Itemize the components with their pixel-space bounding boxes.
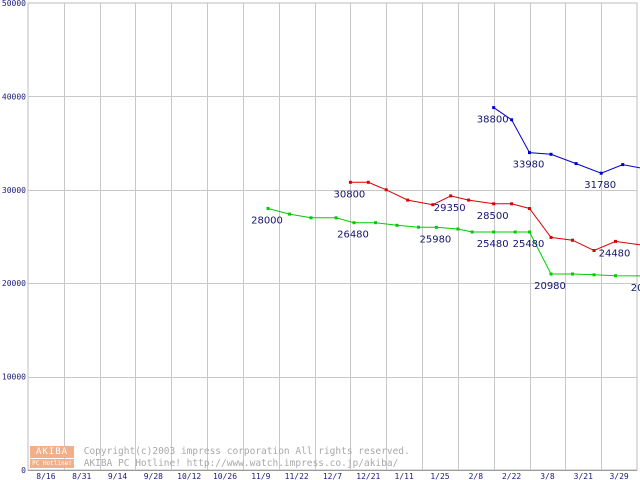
series-point-2: [513, 230, 517, 234]
data-label: 28500: [477, 211, 509, 222]
series-point-0: [510, 118, 514, 122]
series-point-1: [549, 235, 553, 239]
data-label: 29350: [434, 203, 466, 214]
data-label: 20980: [534, 281, 566, 292]
chart-grid: [27, 2, 638, 471]
x-tick-label: 1/11: [395, 472, 414, 480]
x-tick-label: 3/29: [609, 472, 628, 480]
x-tick-label: 11/9: [251, 472, 270, 480]
x-tick-label: 2/22: [502, 472, 521, 480]
series-point-2: [266, 207, 270, 210]
series-point-1: [366, 180, 370, 184]
plot-frame: [27, 2, 638, 471]
data-label: 26480: [337, 230, 369, 241]
series-point-2: [470, 230, 474, 234]
series-point-2: [374, 221, 377, 225]
series-point-1: [348, 180, 352, 184]
data-label: 20770: [631, 283, 640, 294]
copyright-line: Copyright(c)2003 impress corporation All…: [83, 446, 410, 457]
series-point-1: [431, 203, 435, 207]
series-point-1: [492, 202, 496, 206]
series-point-0: [621, 163, 625, 167]
logo-bottom-text: PC Hotline!: [30, 459, 74, 468]
x-tick-label: 2/8: [469, 472, 484, 480]
series-point-1: [592, 249, 596, 252]
series-point-2: [614, 274, 617, 278]
series-point-1: [467, 198, 471, 202]
copyright-notice: Copyright(c)2003 impress corporation All…: [84, 446, 410, 470]
series-point-2: [417, 225, 420, 229]
x-tick-label: 8/16: [36, 472, 55, 480]
y-tick-label: 40000: [2, 92, 26, 101]
y-tick-label: 20000: [2, 279, 26, 288]
series-point-2: [492, 230, 496, 234]
series-point-2: [456, 227, 460, 231]
series-point-2: [434, 225, 438, 229]
chart-series: [266, 106, 640, 278]
x-tick-label: 3/21: [574, 472, 593, 480]
series-point-0: [599, 171, 603, 175]
x-tick-label: 1/25: [430, 472, 449, 480]
x-tick-label: 9/28: [144, 472, 163, 480]
series-line-2: [267, 208, 640, 277]
y-tick-label: 0: [21, 466, 26, 475]
series-point-1: [571, 238, 574, 242]
site-url-line: AKIBA PC Hotline! http://www.watch.impre…: [83, 458, 399, 469]
series-point-1: [384, 188, 388, 192]
series-point-2: [395, 223, 399, 227]
data-label: 25480: [513, 239, 545, 250]
data-label: 25980: [419, 234, 451, 245]
chart-data-labels: 38800 33980 31780 30800 29350 28500 24480 28000…: [251, 115, 640, 294]
series-point-1: [614, 239, 617, 243]
y-tick-label: 50000: [2, 0, 26, 8]
series-point-1: [528, 207, 531, 210]
x-tick-label: 12/21: [356, 472, 380, 480]
series-point-2: [571, 272, 574, 276]
data-label: 38800: [477, 115, 509, 126]
data-label: 30800: [333, 189, 365, 200]
series-point-2: [288, 212, 291, 216]
series-point-2: [549, 272, 553, 276]
series-point-2: [334, 216, 338, 220]
x-tick-label: 10/26: [213, 472, 237, 480]
data-label: 31780: [584, 180, 616, 191]
y-tick-label: 10000: [2, 373, 26, 382]
x-tick-label: 11/22: [285, 472, 309, 480]
x-tick-label: 10/12: [177, 472, 201, 480]
x-tick-label: 9/14: [108, 472, 127, 480]
data-label: 25480: [477, 239, 509, 250]
akiba-logo: AKIBA PC Hotline!: [30, 446, 74, 468]
series-point-2: [352, 221, 356, 225]
series-point-2: [309, 216, 313, 220]
series-point-0: [528, 151, 531, 155]
series-point-1: [510, 202, 514, 206]
x-tick-label: 12/7: [323, 472, 342, 480]
x-tick-label: 8/31: [72, 472, 91, 480]
series-point-0: [492, 106, 496, 110]
series-point-2: [592, 273, 596, 277]
data-label: 24480: [599, 248, 631, 259]
series-point-0: [574, 162, 578, 166]
series-point-0: [549, 152, 553, 156]
series-line-0: [493, 107, 640, 174]
x-tick-label: 3/8: [540, 472, 555, 480]
y-tick-label: 30000: [2, 186, 26, 195]
series-point-1: [406, 198, 410, 202]
data-label: 33980: [513, 160, 545, 171]
logo-top-text: AKIBA: [30, 446, 74, 458]
data-label: 28000: [251, 216, 283, 227]
series-point-2: [528, 230, 531, 234]
series-point-1: [449, 194, 453, 198]
copyright-footer: AKIBA PC Hotline! Copyright(c)2003 impre…: [30, 446, 410, 470]
